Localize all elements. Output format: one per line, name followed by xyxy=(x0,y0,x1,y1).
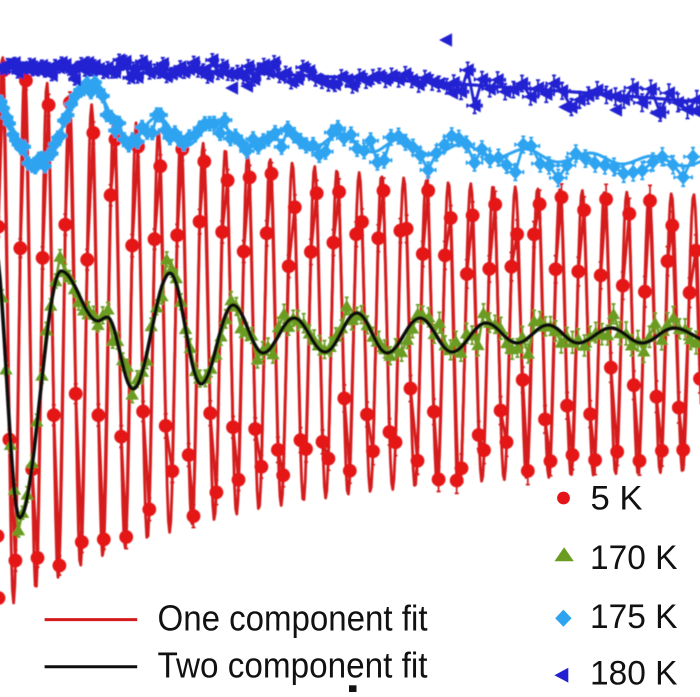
svg-text:5 K: 5 K xyxy=(591,479,643,517)
svg-text:170 K: 170 K xyxy=(590,539,678,577)
svg-text:One component fit: One component fit xyxy=(158,598,428,639)
svg-text:Two component fit: Two component fit xyxy=(158,645,428,686)
svg-text:175 K: 175 K xyxy=(590,598,678,636)
svg-text:180 K: 180 K xyxy=(590,655,678,693)
